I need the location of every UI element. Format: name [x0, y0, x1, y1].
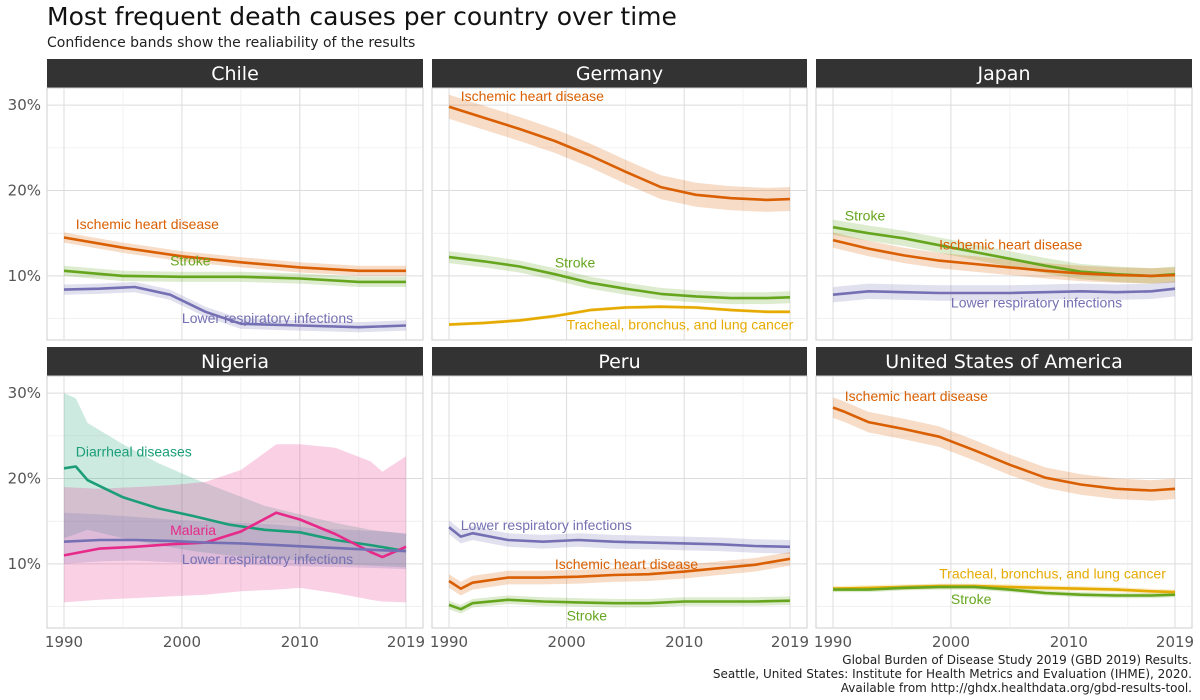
series-label-ischemic-heart-disease: Ischemic heart disease	[939, 236, 1082, 252]
y-tick-label: 20%	[8, 470, 41, 488]
confidence-band-lower-respiratory-infections	[64, 281, 406, 333]
panel-background	[431, 375, 808, 629]
x-tick-label: 2000	[547, 633, 585, 651]
y-tick-label: 30%	[8, 96, 41, 114]
series-label-ischemic-heart-disease: Ischemic heart disease	[76, 216, 219, 232]
series-label-ischemic-heart-disease: Ischemic heart disease	[555, 556, 698, 572]
series-label-stroke: Stroke	[170, 253, 211, 269]
x-tick-label: 2000	[163, 633, 201, 651]
panel-chile: Chile 10% 20% 30% Ischemic heart disease Stro…	[8, 59, 424, 341]
confidence-band-ischemic-heart-disease	[449, 94, 790, 212]
facet-strip-chile	[47, 59, 423, 88]
series-label-stroke: Stroke	[951, 591, 992, 607]
series-line-lower-respiratory-infections	[63, 538, 407, 553]
facet-title-nigeria: Nigeria	[201, 351, 269, 373]
panel-united-states-of-america: United States of America 1990 2000 2010 2019…	[814, 347, 1194, 651]
x-tick-label: 2010	[1050, 633, 1088, 651]
series-line-stroke	[833, 585, 1176, 597]
confidence-band-stroke	[449, 251, 790, 305]
panel-content	[448, 520, 791, 614]
series-label-stroke: Stroke	[567, 607, 608, 623]
panel-japan: Japan Stroke Ischemic heart disease Lower r…	[815, 59, 1193, 341]
y-tick-label: 30%	[8, 384, 41, 402]
series-label-tracheal-bronchus-and-lung-cancer: Tracheal, bronchus, and lung cancer	[567, 317, 794, 333]
series-label-malaria: Malaria	[170, 522, 216, 538]
caption-line-3: Available from http://ghdx.healthdata.or…	[840, 681, 1192, 695]
series-label-lower-respiratory-infections: Lower respiratory infections	[182, 551, 353, 567]
series-label-ischemic-heart-disease: Ischemic heart disease	[461, 88, 604, 104]
facet-strip-germany	[432, 59, 807, 88]
x-tick-label: 2019	[387, 633, 425, 651]
series-line-malaria	[63, 511, 407, 559]
facet-title-germany: Germany	[576, 63, 663, 85]
facet-title-peru: Peru	[598, 351, 640, 373]
series-line-lower-respiratory-infections	[63, 285, 407, 329]
confidence-band-stroke	[833, 219, 1175, 284]
chart-title: Most frequent death causes per country o…	[47, 2, 677, 31]
panel-peru: Peru 1990 2000 2010 2019 Lower respiratory in…	[430, 347, 809, 651]
facet-strip-nigeria	[47, 347, 423, 376]
chart-subtitle: Confidence bands show the realiability o…	[47, 35, 416, 51]
y-tick-label: 10%	[8, 555, 41, 573]
confidence-band-lower-respiratory-infections	[64, 512, 406, 570]
series-line-lower-respiratory-infections	[448, 526, 791, 549]
panel-content	[63, 232, 407, 333]
y-tick-label: 10%	[8, 267, 41, 285]
panel-content	[832, 397, 1176, 599]
facet-strip-peru	[432, 347, 807, 376]
panel-content	[63, 393, 407, 603]
series-line-diarrheal-diseases	[63, 465, 407, 553]
x-tick-label: 1990	[430, 633, 468, 651]
x-tick-label: 2010	[665, 633, 703, 651]
x-tick-label: 1990	[45, 633, 83, 651]
series-label-ischemic-heart-disease: Ischemic heart disease	[845, 388, 988, 404]
series-line-tracheal-bronchus-and-lung-cancer	[448, 305, 790, 326]
confidence-band-malaria	[64, 444, 406, 603]
series-label-stroke: Stroke	[555, 254, 596, 270]
panel-germany: Germany Ischemic heart disease Stroke Trach…	[431, 59, 808, 341]
series-line-ischemic-heart-disease	[448, 557, 791, 590]
panel-content	[832, 219, 1176, 303]
series-label-stroke: Stroke	[845, 207, 886, 223]
confidence-band-diarrheal-diseases	[64, 393, 406, 568]
panel-background	[46, 87, 424, 341]
confidence-band-ischemic-heart-disease	[833, 232, 1175, 284]
caption-line-2: Seattle, United States: Institute for He…	[712, 667, 1192, 681]
facet-title-japan: Japan	[977, 63, 1031, 85]
panel-background	[815, 87, 1193, 341]
facet-title-chile: Chile	[211, 63, 259, 85]
series-label-lower-respiratory-infections: Lower respiratory infections	[182, 310, 353, 326]
series-line-ischemic-heart-disease	[832, 238, 1176, 278]
series-line-ischemic-heart-disease	[63, 236, 406, 273]
series-label-lower-respiratory-infections: Lower respiratory infections	[461, 517, 632, 533]
confidence-band-ischemic-heart-disease	[64, 232, 406, 276]
x-tick-label: 2010	[281, 633, 319, 651]
series-line-stroke	[448, 255, 791, 300]
x-tick-label: 2019	[1156, 633, 1194, 651]
series-line-ischemic-heart-disease	[832, 406, 1176, 492]
series-label-diarrheal-diseases: Diarrheal diseases	[76, 443, 192, 459]
facet-title-united-states-of-america: United States of America	[885, 351, 1122, 373]
confidence-band-lower-respiratory-infections	[449, 520, 790, 554]
x-tick-label: 1990	[814, 633, 852, 651]
x-tick-label: 2000	[932, 633, 970, 651]
series-line-stroke	[63, 269, 406, 284]
series-line-ischemic-heart-disease	[448, 105, 791, 202]
panel-nigeria: Nigeria 10% 20% 30% 1990 2000 2010 2019 Diarrhea…	[8, 347, 425, 651]
facet-strip-united-states-of-america	[816, 347, 1192, 376]
facet-strip-japan	[816, 59, 1192, 88]
panel-background	[46, 375, 424, 629]
caption-line-1: Global Burden of Disease Study 2019 (GBD…	[842, 653, 1192, 667]
x-tick-label: 2019	[771, 633, 809, 651]
series-label-tracheal-bronchus-and-lung-cancer: Tracheal, bronchus, and lung cancer	[939, 565, 1166, 581]
series-line-lower-respiratory-infections	[832, 287, 1176, 296]
panel-content	[448, 94, 791, 327]
y-tick-label: 20%	[8, 182, 41, 200]
series-line-stroke	[448, 598, 791, 611]
series-label-lower-respiratory-infections: Lower respiratory infections	[951, 295, 1122, 311]
confidence-band-ischemic-heart-disease	[833, 397, 1175, 501]
